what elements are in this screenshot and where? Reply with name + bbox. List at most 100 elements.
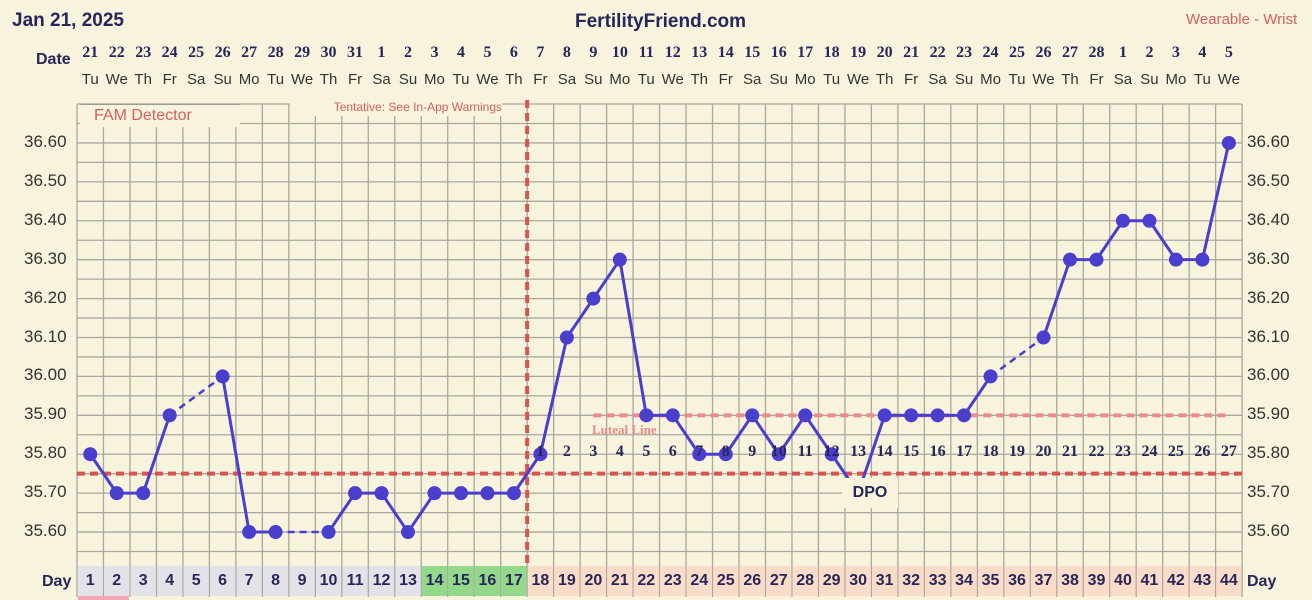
day-number: 22	[637, 572, 656, 589]
day-cell	[633, 566, 659, 596]
temperature-point	[480, 486, 495, 501]
temperature-segment	[1148, 219, 1178, 261]
day-number: 4	[165, 572, 175, 589]
day-number: 5	[191, 572, 201, 589]
date-number: 4	[1198, 44, 1207, 61]
date-number: 8	[562, 44, 571, 61]
weekday-label: Mo	[794, 71, 816, 88]
day-cell	[368, 566, 395, 596]
tentative-warning[interactable]: Tentative: See In-App Warnings	[290, 100, 502, 116]
day-cell	[607, 566, 633, 596]
weekday-label: Mo	[424, 71, 445, 88]
temperature-point	[586, 291, 601, 306]
date-number: 2	[1145, 44, 1154, 61]
date-number: 10	[611, 44, 628, 61]
y-tick-left: 36.10	[24, 326, 67, 346]
y-tick-right: 36.50	[1247, 170, 1290, 190]
date-number: 3	[1171, 44, 1180, 61]
weekday-label: We	[847, 71, 870, 88]
temperature-point	[904, 408, 919, 423]
day-cell	[1136, 566, 1162, 596]
temperature-segment	[618, 259, 648, 416]
dpo-number: 15	[903, 443, 920, 461]
day-cell	[898, 566, 924, 596]
date-number: 22	[108, 44, 125, 61]
date-row-label: Date	[36, 51, 71, 68]
weekday-label: Su	[213, 71, 232, 88]
day-cell	[236, 566, 262, 596]
temperature-segment	[221, 376, 251, 533]
y-tick-right: 36.40	[1247, 209, 1290, 229]
y-tick-left: 36.60	[24, 131, 67, 151]
y-tick-left: 36.20	[24, 287, 67, 307]
temperature-point	[824, 447, 839, 462]
weekday-label: Mo	[238, 71, 260, 88]
day-cell	[845, 566, 871, 596]
date-number: 15	[744, 44, 761, 61]
day-number: 35	[981, 572, 1000, 589]
day-row-label-right: Day	[1247, 573, 1277, 590]
weekday-label: Th	[134, 71, 152, 88]
day-number: 20	[584, 572, 603, 589]
weekday-label: Su	[584, 71, 603, 88]
date-number: 1	[1118, 44, 1127, 61]
weekday-label: Sa	[186, 71, 206, 88]
day-cell	[1030, 566, 1057, 596]
temperature-point	[268, 525, 283, 540]
temperature-point	[983, 369, 998, 384]
day-number: 41	[1140, 572, 1159, 589]
date-number: 2	[404, 44, 412, 61]
weekday-label: Fr	[718, 71, 733, 88]
temperature-segment	[592, 258, 622, 300]
dpo-number: 3	[589, 443, 598, 461]
temperature-segment	[671, 414, 701, 456]
temperature-segment	[406, 492, 436, 533]
day-cell	[1083, 566, 1110, 596]
chart-date: Jan 21, 2025	[12, 10, 124, 31]
dpo-number: 1	[536, 443, 545, 461]
day-number: 36	[1008, 572, 1026, 589]
dpo-number: 11	[797, 443, 813, 461]
temperature-segment	[538, 337, 569, 455]
day-number: 32	[902, 572, 920, 589]
day-cell	[474, 566, 500, 596]
temperature-segment	[512, 453, 542, 494]
temperature-point	[665, 408, 680, 423]
day-number: 38	[1061, 572, 1079, 589]
temperature-segment	[565, 297, 595, 339]
temperature-point	[506, 486, 521, 501]
date-number: 28	[267, 44, 284, 61]
day-cell	[448, 566, 474, 596]
day-number: 33	[928, 572, 947, 589]
date-number: 25	[1009, 44, 1026, 61]
day-cell	[527, 566, 553, 596]
dpo-number: 16	[929, 443, 946, 461]
temperature-point	[930, 408, 945, 423]
luteal-line-label: Luteal Line	[592, 422, 657, 437]
day-cell	[130, 566, 156, 596]
temperature-point	[162, 408, 177, 423]
temperature-segment	[141, 414, 172, 494]
temperature-point	[1221, 135, 1236, 150]
y-tick-left: 36.00	[24, 365, 67, 385]
dpo-number: 26	[1194, 443, 1211, 461]
day-cell	[1004, 566, 1030, 596]
day-number: 10	[319, 572, 338, 589]
weekday-label: Th	[319, 71, 338, 88]
weekday-label: Fr	[347, 71, 363, 88]
weekday-label: Fr	[904, 71, 919, 88]
day-number: 14	[425, 572, 444, 589]
date-number: 12	[664, 44, 681, 61]
day-cell	[554, 566, 580, 596]
day-cell	[395, 566, 421, 596]
day-number: 25	[716, 572, 735, 589]
temperature-point	[533, 447, 548, 462]
day-number: 6	[218, 572, 228, 589]
day-number: 37	[1034, 572, 1053, 589]
fam-detector-box[interactable]: FAM Detector	[80, 104, 240, 127]
site-title[interactable]: FertilityFriend.com	[575, 11, 747, 32]
dpo-number: 8	[721, 443, 730, 461]
day-number: 11	[346, 572, 364, 589]
